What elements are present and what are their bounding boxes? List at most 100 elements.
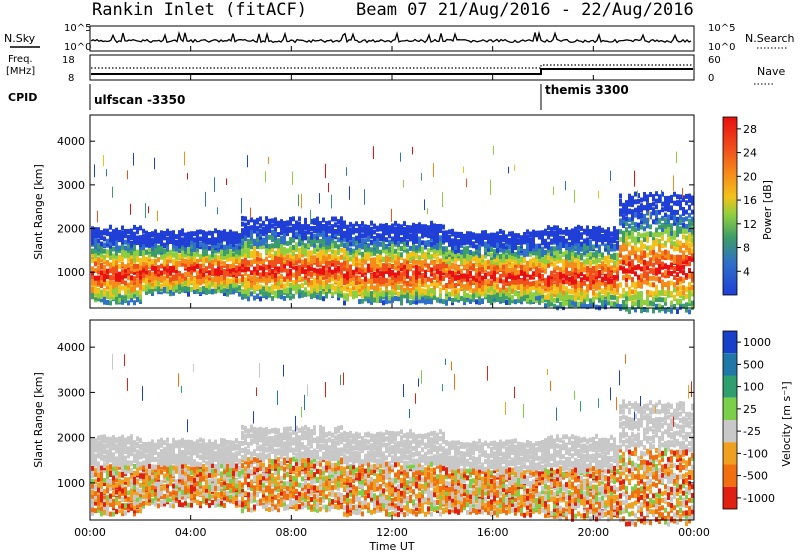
velocity-echo-cell: [112, 490, 115, 495]
power-echo-cell: [487, 244, 490, 249]
power-echo-cell: [211, 277, 214, 282]
power-echo-cell: [490, 286, 493, 291]
power-echo-cell: [439, 288, 442, 293]
power-echo-cell: [613, 289, 616, 294]
power-echo-cell: [499, 254, 502, 259]
power-echo-cell: [616, 270, 619, 275]
power-echo-cell: [370, 227, 373, 232]
power-echo-cell: [652, 263, 655, 268]
power-echo-cell: [343, 243, 346, 248]
power-echo-cell: [292, 280, 295, 285]
power-echo-cell: [652, 250, 655, 255]
power-echo-cell: [421, 288, 424, 293]
power-echo-cell: [295, 266, 298, 271]
power-echo-cell: [100, 249, 103, 254]
power-echo-cell: [649, 245, 652, 250]
power-echo-cell: [349, 248, 352, 253]
velocity-echo-cell: [94, 438, 97, 443]
power-echo-cell: [487, 271, 490, 276]
power-echo-cell: [619, 194, 622, 199]
power-echo-cell: [418, 256, 421, 261]
power-echo-cell: [310, 280, 313, 285]
power-echo-cell: [415, 275, 418, 280]
power-echo-cell: [580, 232, 583, 237]
power-echo-cell: [625, 200, 628, 205]
power-echo-cell: [607, 259, 610, 264]
power-echo-cell: [601, 295, 604, 300]
power-echo-cell: [610, 254, 613, 259]
power-echo-cell: [424, 259, 427, 264]
power-echo-cell: [628, 296, 631, 301]
power-echo-cell: [538, 269, 541, 274]
power-echo-cell: [640, 298, 643, 303]
power-echo-cell: [421, 246, 424, 251]
power-echo-cell: [283, 296, 286, 301]
power-echo-cell: [388, 279, 391, 284]
power-echo-cell: [289, 295, 292, 300]
power-echo-cell: [121, 269, 124, 274]
power-echo-cell: [580, 277, 583, 282]
power-echo-cell: [382, 236, 385, 241]
power-echo-cell: [187, 292, 190, 297]
power-echo-cell: [415, 224, 418, 229]
power-echo-cell: [661, 284, 664, 289]
power-echo-cell: [394, 296, 397, 301]
power-echo-cell: [385, 299, 388, 304]
power-echo-cell: [148, 275, 151, 280]
power-sparse-echo: [661, 190, 662, 204]
power-echo-cell: [481, 238, 484, 243]
power-echo-cell: [367, 292, 370, 297]
power-echo-cell: [526, 261, 529, 266]
power-echo-cell: [124, 229, 127, 234]
power-echo-cell: [367, 243, 370, 248]
power-echo-cell: [547, 293, 550, 298]
velocity-echo-cell: [94, 468, 97, 473]
power-echo-cell: [223, 229, 226, 234]
power-echo-cell: [667, 270, 670, 275]
power-echo-cell: [301, 240, 304, 245]
power-echo-cell: [301, 260, 304, 265]
power-sparse-echo: [97, 211, 98, 223]
power-echo-cell: [103, 229, 106, 234]
power-echo-cell: [349, 236, 352, 241]
power-echo-cell: [292, 238, 295, 243]
power-echo-cell: [685, 210, 688, 215]
power-echo-cell: [667, 215, 670, 220]
power-sparse-echo: [184, 152, 185, 166]
power-echo-cell: [673, 246, 676, 251]
power-echo-cell: [127, 300, 130, 305]
power-echo-cell: [619, 229, 622, 234]
power-echo-cell: [511, 279, 514, 284]
power-echo-cell: [448, 279, 451, 284]
power-echo-cell: [289, 248, 292, 253]
power-echo-cell: [592, 259, 595, 264]
power-echo-cell: [655, 290, 658, 295]
power-echo-cell: [355, 275, 358, 280]
power-echo-cell: [112, 276, 115, 281]
velocity-echo-cell: [97, 461, 100, 466]
power-echo-cell: [280, 290, 283, 295]
power-echo-cell: [244, 242, 247, 247]
power-echo-cell: [127, 283, 130, 288]
power-echo-cell: [631, 209, 634, 214]
power-echo-cell: [592, 226, 595, 231]
power-echo-cell: [391, 250, 394, 255]
power-echo-cell: [628, 287, 631, 292]
power-echo-cell: [625, 268, 628, 273]
power-echo-cell: [268, 260, 271, 265]
power-echo-cell: [181, 258, 184, 263]
power-echo-cell: [424, 252, 427, 257]
velocity-echo-cell: [118, 436, 121, 441]
power-echo-cell: [556, 240, 559, 245]
power-echo-cell: [622, 247, 625, 252]
power-echo-cell: [355, 257, 358, 262]
power-echo-cell: [406, 265, 409, 270]
power-echo-cell: [334, 217, 337, 222]
power-echo-cell: [676, 278, 679, 283]
power-echo-cell: [184, 233, 187, 238]
power-echo-cell: [268, 278, 271, 283]
power-echo-cell: [664, 224, 667, 229]
power-echo-cell: [562, 302, 565, 307]
power-echo-cell: [658, 277, 661, 282]
power-echo-cell: [640, 203, 643, 208]
